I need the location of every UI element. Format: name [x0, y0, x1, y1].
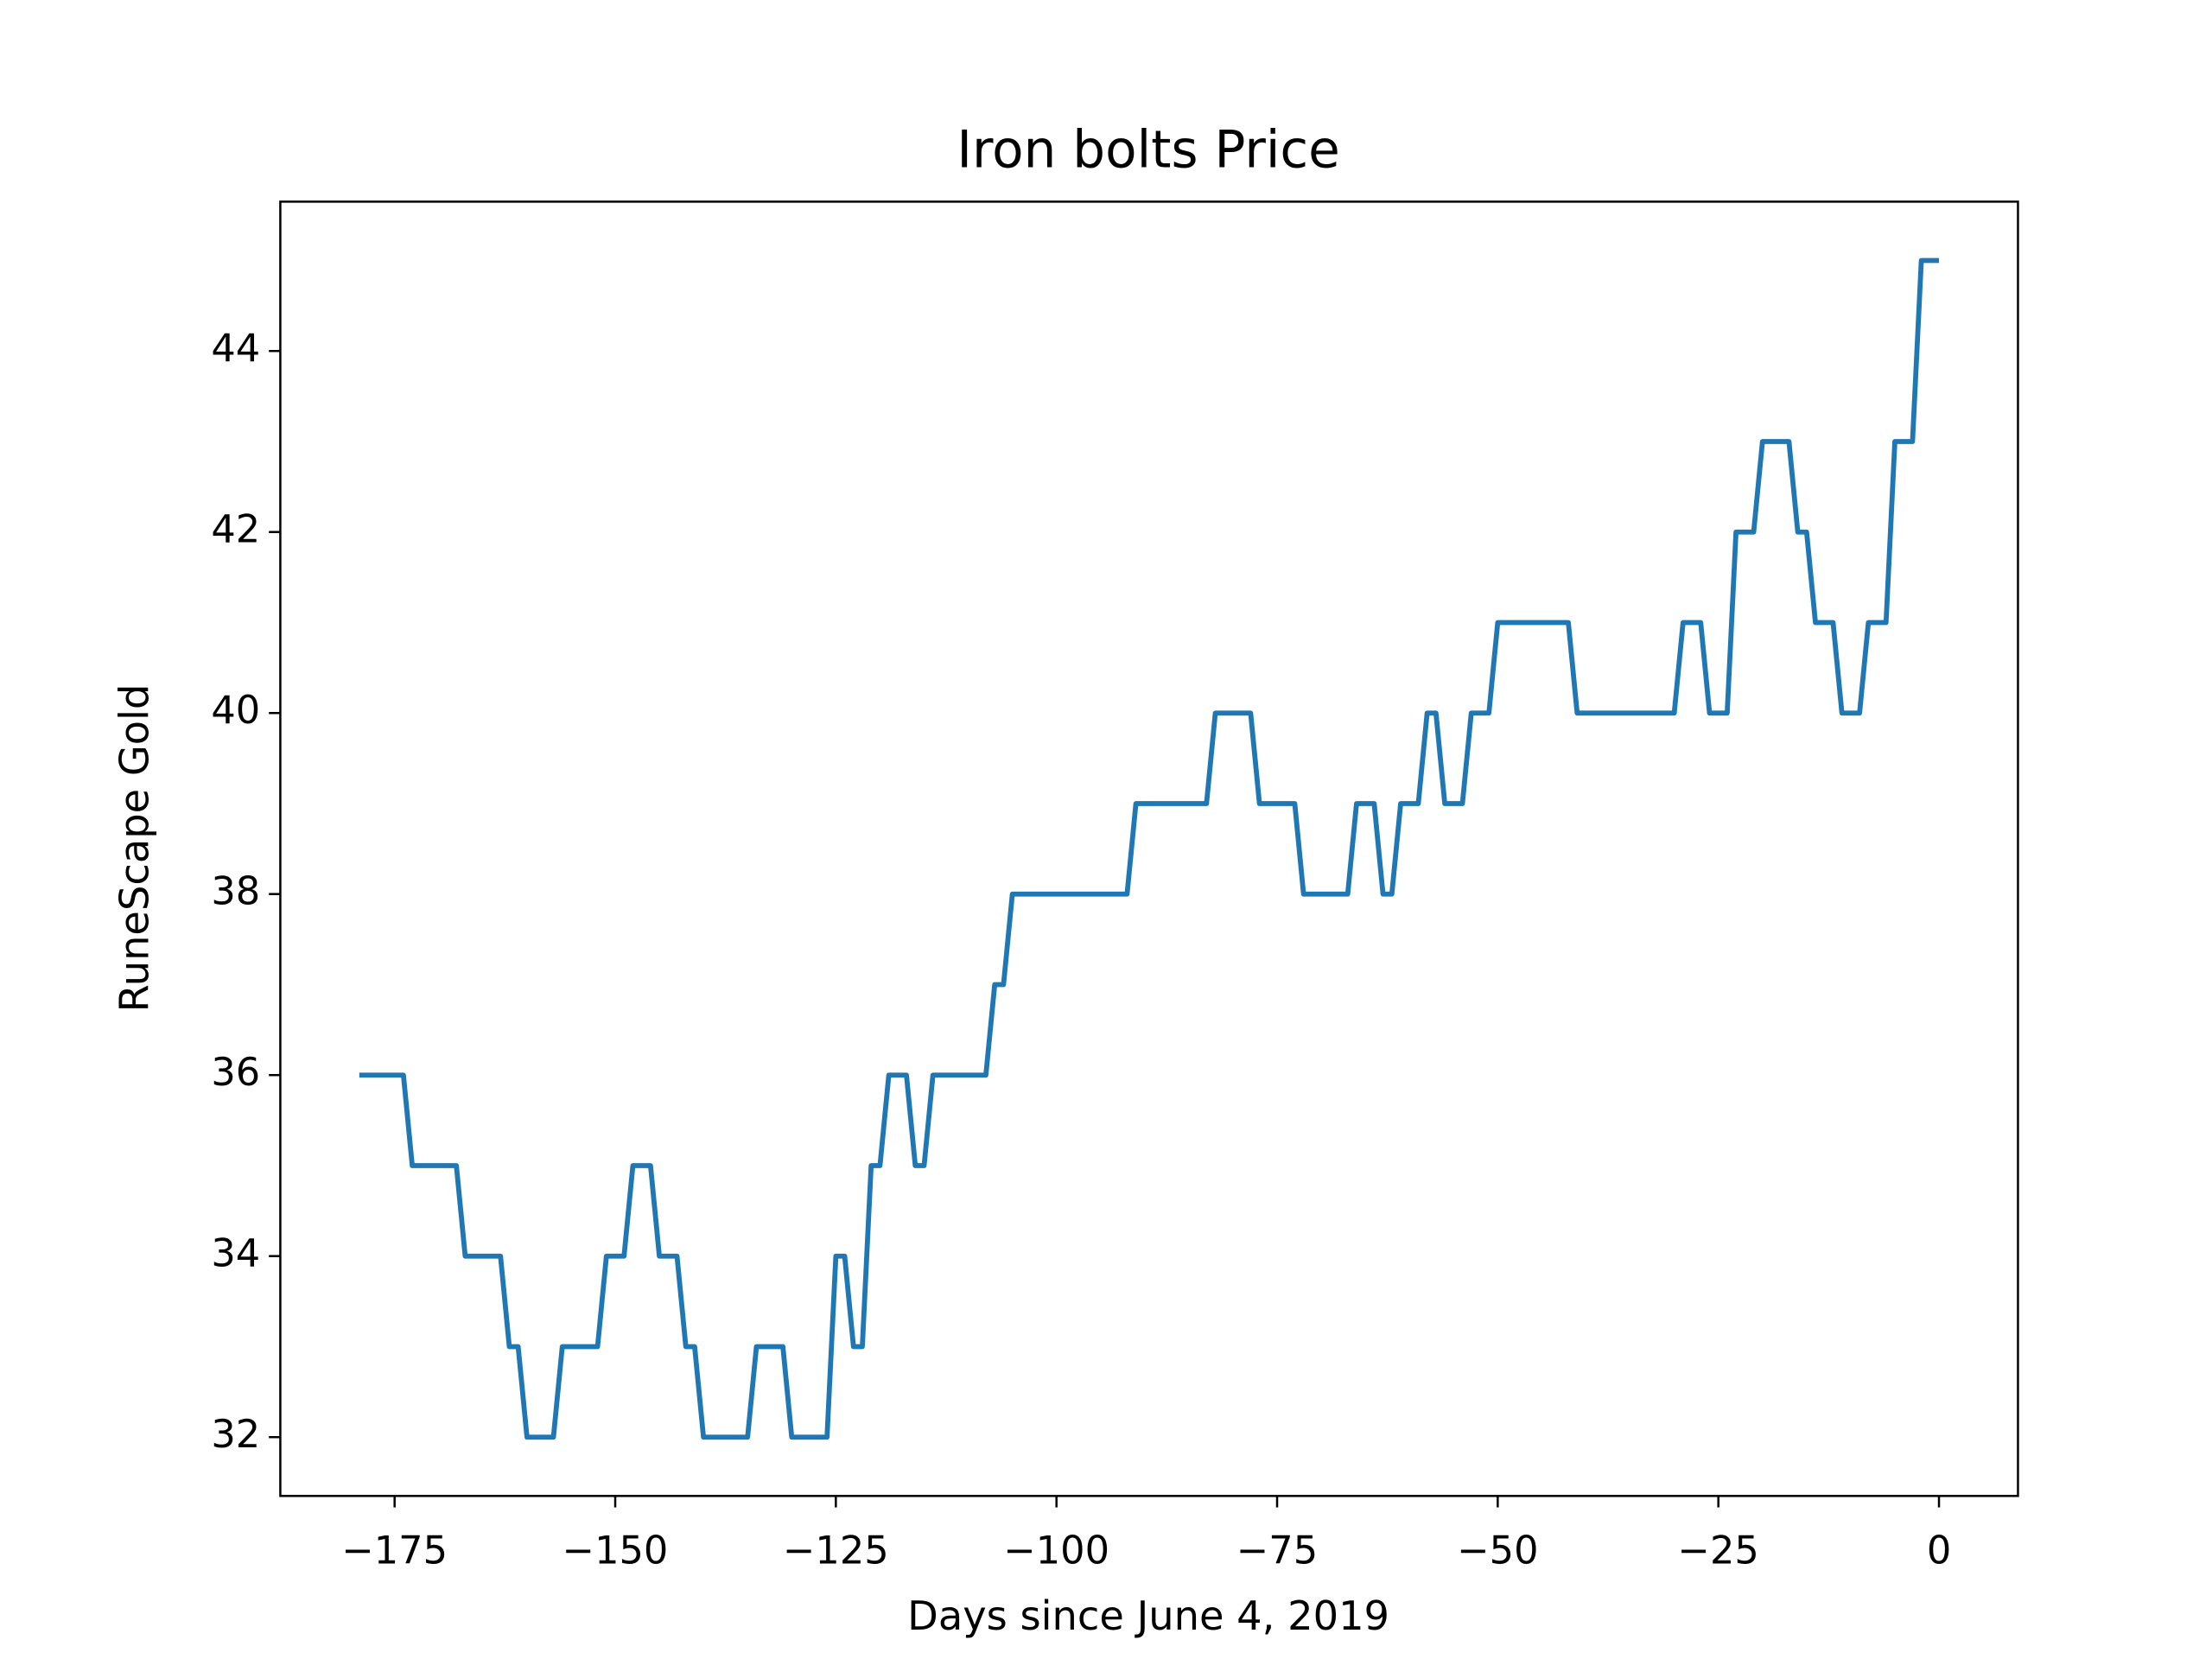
- x-tick-label: −25: [1678, 1529, 1759, 1573]
- price-line: [359, 257, 1940, 1440]
- x-tick-label: −150: [563, 1529, 669, 1573]
- x-tick-label: 0: [1927, 1529, 1951, 1573]
- chart-title: Iron bolts Price: [957, 121, 1339, 181]
- x-tick-label: −175: [341, 1529, 448, 1573]
- x-tick-label: −125: [783, 1529, 889, 1573]
- x-tick-label: −75: [1236, 1529, 1318, 1573]
- y-axis-label: RuneScape Gold: [111, 684, 157, 1013]
- plot-frame: [279, 200, 2019, 1497]
- y-tick-label: 44: [211, 326, 260, 371]
- y-tick-label: 42: [211, 507, 260, 552]
- y-tick-label: 38: [211, 869, 260, 914]
- y-tick-label: 40: [211, 688, 260, 733]
- x-tick-label: −100: [1003, 1529, 1109, 1573]
- y-tick-label: 36: [211, 1050, 260, 1095]
- y-tick-label: 32: [211, 1412, 260, 1457]
- x-axis-label: Days since June 4, 2019: [907, 1592, 1389, 1639]
- y-tick-label: 34: [211, 1231, 260, 1276]
- x-tick-label: −50: [1457, 1529, 1538, 1573]
